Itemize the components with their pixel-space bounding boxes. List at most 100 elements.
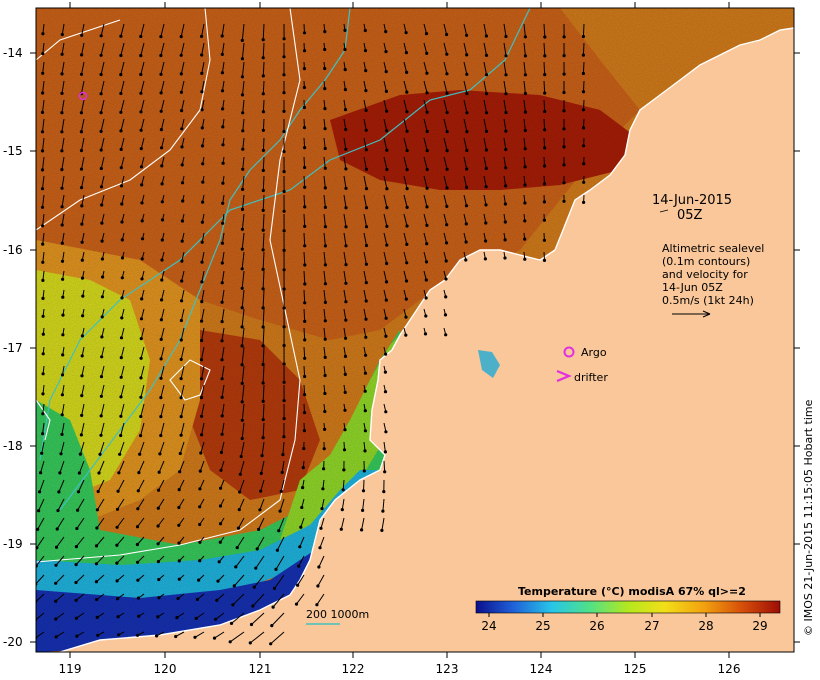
velocity-arrow-head — [156, 524, 160, 528]
velocity-arrow-head — [139, 110, 143, 114]
velocity-arrow-head — [195, 597, 199, 602]
velocity-arrow-head — [504, 73, 508, 77]
velocity-arrow-head — [445, 110, 449, 115]
velocity-arrow — [443, 194, 448, 207]
velocity-arrow — [119, 441, 125, 455]
velocity-arrow-head — [74, 545, 78, 549]
velocity-arrow-head — [404, 51, 408, 55]
velocity-arrow-head — [79, 433, 83, 437]
velocity-arrow-head — [562, 109, 566, 113]
velocity-arrow-head — [425, 91, 429, 95]
velocity-arrow-head — [504, 129, 508, 133]
velocity-arrow-head — [343, 88, 347, 92]
velocity-arrow-head — [180, 163, 184, 167]
velocity-arrow-head — [259, 471, 263, 475]
velocity-arrow-head — [404, 279, 409, 283]
velocity-arrow-head — [119, 53, 123, 58]
velocity-arrow — [81, 194, 85, 206]
velocity-arrow-head — [56, 508, 60, 513]
velocity-arrow — [241, 346, 245, 365]
velocity-arrow-head — [444, 277, 448, 281]
velocity-arrow — [42, 137, 45, 151]
velocity-arrow-head — [198, 522, 202, 527]
velocity-arrow — [201, 270, 205, 282]
velocity-arrow — [56, 517, 65, 530]
velocity-arrow-head — [282, 170, 286, 174]
coastline — [59, 27, 794, 652]
velocity-arrow-head — [425, 129, 429, 134]
velocity-arrow — [180, 346, 185, 360]
velocity-arrow-head — [120, 238, 124, 242]
velocity-arrow-head — [443, 313, 448, 317]
velocity-arrow-head — [543, 35, 547, 39]
velocity-arrow-head — [385, 167, 389, 172]
velocity-arrow — [403, 251, 408, 263]
velocity-arrow — [121, 327, 125, 338]
velocity-arrow-head — [159, 35, 163, 39]
velocity-arrow-head — [385, 224, 389, 228]
velocity-arrow-head — [240, 247, 244, 251]
velocity-arrow-head — [99, 394, 103, 398]
velocity-arrow-head — [425, 167, 429, 172]
velocity-arrow — [100, 61, 105, 75]
velocity-arrow — [382, 498, 385, 512]
velocity-arrow-head — [140, 277, 144, 281]
velocity-arrow — [120, 137, 125, 150]
velocity-arrow-head — [542, 200, 547, 204]
velocity-arrow-head — [385, 109, 389, 113]
velocity-arrow-head — [156, 560, 160, 564]
colorbar-tick-label: 24 — [481, 619, 496, 633]
velocity-arrow — [140, 137, 145, 149]
velocity-arrow — [36, 536, 45, 549]
velocity-arrow — [523, 23, 526, 37]
lon-tick-label: 122 — [342, 662, 365, 676]
velocity-arrow-head — [135, 525, 140, 529]
velocity-arrow — [443, 80, 448, 94]
velocity-arrow-head — [155, 634, 159, 638]
velocity-arrow-head — [115, 525, 119, 529]
velocity-arrow-head — [100, 315, 104, 319]
velocity-arrow — [201, 99, 205, 110]
lon-tick-label: 123 — [436, 662, 459, 676]
velocity-arrow-head — [542, 218, 547, 222]
velocity-arrow-head — [562, 163, 566, 167]
velocity-arrow-head — [229, 621, 234, 626]
velocity-arrow — [236, 536, 245, 548]
velocity-arrow-head — [139, 165, 144, 169]
velocity-arrow-head — [543, 128, 547, 132]
velocity-arrow — [221, 270, 225, 283]
velocity-arrow-head — [241, 129, 245, 133]
velocity-arrow-head — [254, 566, 258, 570]
velocity-arrow — [343, 194, 347, 208]
velocity-arrow — [463, 118, 468, 132]
velocity-arrow-head — [261, 188, 265, 193]
velocity-arrow — [323, 194, 326, 208]
velocity-arrow-head — [120, 202, 124, 206]
velocity-arrow-head — [200, 319, 204, 323]
velocity-arrow — [343, 137, 347, 150]
velocity-arrow-head — [503, 238, 507, 242]
velocity-arrow — [231, 612, 245, 624]
velocity-arrow-head — [199, 358, 204, 362]
velocity-arrow-head — [41, 71, 45, 75]
velocity-arrow — [262, 137, 265, 151]
velocity-arrow-head — [61, 277, 65, 281]
velocity-arrow — [241, 23, 245, 41]
velocity-arrow — [140, 384, 145, 398]
velocity-arrow-head — [385, 206, 389, 210]
velocity-arrow — [483, 42, 487, 56]
velocity-arrow-head — [198, 487, 202, 491]
velocity-arrow-head — [503, 202, 507, 206]
velocity-arrow — [100, 137, 105, 151]
info-line-1: Altimetric sealevel — [662, 242, 764, 255]
velocity-arrow — [179, 460, 185, 472]
velocity-arrow-head — [296, 583, 300, 587]
velocity-arrow-head — [404, 315, 408, 319]
velocity-arrow — [463, 213, 467, 225]
velocity-arrow-head — [200, 338, 204, 343]
velocity-arrow-head — [385, 187, 389, 191]
velocity-arrow — [120, 156, 125, 168]
velocity-arrow — [583, 99, 585, 110]
velocity-arrow — [262, 422, 265, 438]
velocity-arrow-head — [364, 225, 369, 229]
